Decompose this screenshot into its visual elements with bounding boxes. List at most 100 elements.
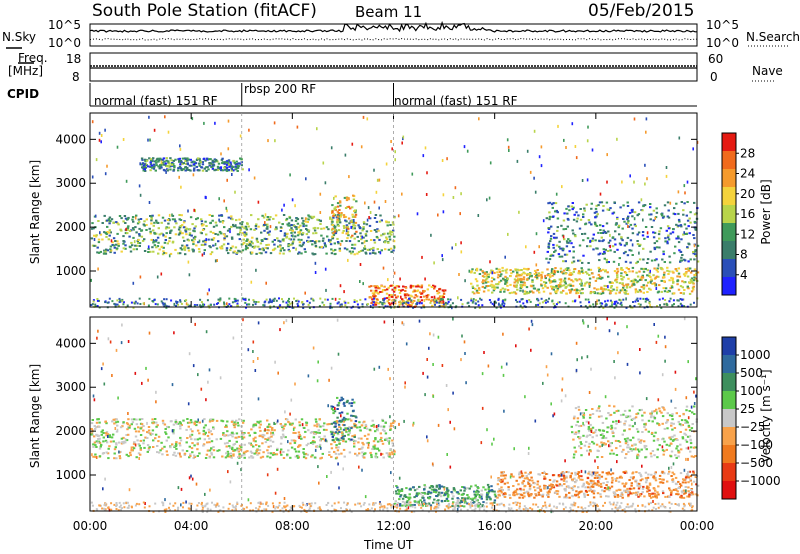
power-echo-cell <box>225 163 229 166</box>
power-echo-cell <box>193 230 196 233</box>
power-echo-cell <box>269 216 272 218</box>
power-echo-cell <box>681 254 684 256</box>
power-noise-cell <box>525 245 527 249</box>
power-noise-cell <box>633 117 636 121</box>
velocity-echo-cell <box>382 425 386 428</box>
power-echo-cell <box>595 204 598 207</box>
power-echo-cell <box>555 285 558 287</box>
power-echo-cell <box>567 284 570 287</box>
velocity-echo-cell <box>237 424 240 427</box>
power-echo-cell <box>371 292 375 295</box>
velocity-echo-cell <box>118 441 121 444</box>
power-echo-cell <box>536 277 539 280</box>
velocity-echo-cell <box>318 431 321 434</box>
power-echo-cell <box>685 227 688 230</box>
power-noise-cell <box>627 225 629 228</box>
power-ground-cell <box>447 298 450 301</box>
power-echo-cell <box>97 220 100 222</box>
power-echo-cell <box>653 242 656 245</box>
power-echo-cell <box>109 251 112 254</box>
velocity-echo-cell <box>313 424 316 427</box>
power-echo-cell <box>559 281 562 284</box>
power-echo-cell <box>220 247 223 250</box>
power-echo-cell <box>485 275 489 278</box>
velocity-echo-cell <box>555 480 559 483</box>
power-echo-cell <box>338 209 341 211</box>
power-echo-cell <box>682 292 685 295</box>
power-echo-cell <box>128 229 132 232</box>
power-echo-cell <box>160 245 163 248</box>
velocity-echo-cell <box>361 454 365 457</box>
power-echo-cell <box>302 219 305 222</box>
power-echo-cell <box>312 227 315 230</box>
power-echo-cell <box>625 266 628 269</box>
velocity-echo-cell <box>401 497 405 500</box>
power-echo-cell <box>210 166 213 168</box>
power-echo-cell <box>552 215 555 218</box>
power-echo-cell <box>225 166 229 169</box>
power-echo-cell <box>207 158 211 161</box>
velocity-echo-cell <box>631 477 635 480</box>
velocity-echo-cell <box>668 487 671 490</box>
power-echo-cell <box>580 270 584 273</box>
power-echo-cell <box>476 291 479 294</box>
power-echo-cell <box>187 158 190 161</box>
velocity-echo-cell <box>628 479 631 481</box>
velocity-echo-cell <box>372 440 376 443</box>
power-echo-cell <box>248 241 251 244</box>
velocity-echo-cell <box>438 491 441 494</box>
power-ground-cell <box>553 304 556 307</box>
power-echo-cell <box>138 234 141 237</box>
power-ground-cell <box>417 298 420 301</box>
power-echo-cell <box>266 247 269 250</box>
velocity-echo-cell <box>539 489 543 492</box>
power-echo-cell <box>380 219 383 222</box>
noise-tick-low-right: 10^0 <box>706 36 739 50</box>
velocity-echo-cell <box>636 484 639 487</box>
power-ground-cell <box>420 302 423 305</box>
power-echo-cell <box>385 236 388 239</box>
velocity-echo-cell <box>220 419 223 422</box>
velocity-echo-cell <box>303 427 306 429</box>
power-ground-cell <box>308 301 311 304</box>
velocity-echo-cell <box>126 423 130 426</box>
velocity-echo-cell <box>350 402 354 405</box>
power-echo-cell <box>173 165 176 167</box>
power-ground-cell <box>615 300 618 303</box>
power-echo-cell <box>688 282 692 284</box>
power-ground-cell <box>637 302 640 305</box>
power-echo-cell <box>614 243 617 246</box>
velocity-echo-cell <box>346 412 349 415</box>
power-echo-cell <box>213 160 216 163</box>
power-echo-cell <box>362 221 366 224</box>
velocity-echo-cell <box>244 450 248 453</box>
power-echo-cell <box>607 289 610 292</box>
power-noise-cell <box>168 213 171 217</box>
velocity-echo-cell <box>565 493 568 496</box>
power-echo-cell <box>508 292 512 295</box>
power-echo-cell <box>307 214 310 217</box>
power-echo-cell <box>596 247 599 250</box>
power-ground-cell <box>359 298 362 301</box>
velocity-echo-cell <box>93 435 96 438</box>
power-echo-cell <box>580 282 583 285</box>
power-echo-cell <box>153 232 157 235</box>
power-noise-cell <box>91 120 94 124</box>
power-colorbar-swatch <box>722 277 736 296</box>
power-echo-cell <box>603 230 607 233</box>
power-echo-cell <box>388 232 391 235</box>
velocity-echo-cell <box>166 425 169 428</box>
velocity-echo-cell <box>140 423 144 426</box>
power-echo-cell <box>519 287 522 290</box>
velocity-echo-cell <box>624 491 628 494</box>
power-noise-cell <box>198 239 201 243</box>
power-echo-cell <box>354 209 357 212</box>
power-echo-cell <box>352 198 356 201</box>
power-echo-cell <box>138 221 141 224</box>
power-echo-cell <box>126 217 130 220</box>
power-echo-cell <box>155 221 159 224</box>
power-echo-cell <box>401 288 404 291</box>
velocity-echo-cell <box>331 405 335 408</box>
velocity-echo-cell <box>112 440 115 443</box>
power-echo-cell <box>562 284 566 287</box>
